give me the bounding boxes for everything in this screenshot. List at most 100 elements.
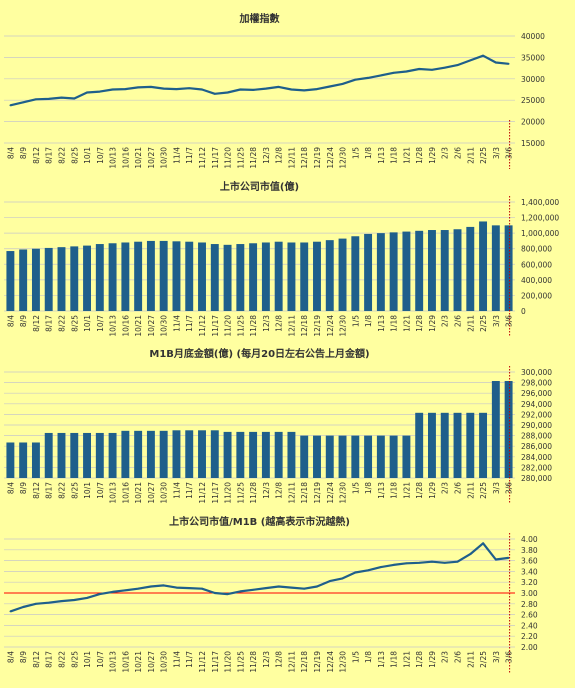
data-point [507,62,510,65]
x-tick-label: 1/18 [390,315,399,332]
chart-2: 上市公司市值(億) 1,400,000 1,200,000 1,000,000 800,… [4,180,559,337]
bar [376,233,385,311]
y-tick-label: 282,000 [521,463,552,472]
x-tick-label: 10/13 [109,482,118,504]
bar [313,241,321,311]
x-tick-label: 10/27 [147,315,156,337]
x-tick-label: 1/28 [415,147,424,164]
bar [6,442,15,478]
x-tick-label: 2/6 [454,147,463,159]
x-tick-label: 2/3 [441,147,450,159]
x-tick-label: 10/7 [96,482,105,499]
bar [402,435,411,478]
x-tick-label: 11/7 [185,147,194,164]
bar [415,412,424,478]
x-tick-label: 10/27 [147,482,156,504]
bar [261,431,270,478]
data-point [392,564,395,566]
x-tick-label: 2/6 [454,651,463,663]
x-tick-label: 8/4 [6,147,15,159]
x-tick-label: 11/12 [198,315,207,337]
bar [491,381,500,478]
chart-title: 上市公司市值/M1B (越高表示市況越熱) [169,515,350,528]
data-point [303,89,306,92]
x-tick-label: 11/28 [249,482,258,504]
x-tick-label: 2/25 [479,147,488,164]
bar [31,442,40,478]
bar [146,240,155,311]
y-tick-label: 2.40 [521,621,538,630]
x-tick-label: 11/4 [172,315,181,332]
x-tick-label: 1/8 [364,651,373,663]
y-tick-label: 3.40 [521,567,538,576]
bar [44,247,53,311]
data-point [9,610,12,613]
x-tick-label: 1/13 [377,482,386,499]
bar [287,431,296,478]
data-point [162,87,165,90]
x-tick-label: 3/3 [492,482,501,494]
x-tick-label: 12/24 [326,315,335,337]
bar [389,435,398,478]
bar [19,249,28,311]
data-point [328,85,331,88]
data-point [316,585,318,588]
x-tick-label: 11/28 [249,147,258,169]
y-tick-label: 30000 [521,75,545,84]
bar [83,432,91,478]
data-point [73,97,76,100]
bar [210,430,219,478]
x-tick-label: 1/21 [402,315,411,332]
bar [453,229,462,311]
bar [351,236,360,311]
y-tick-label: 3.20 [521,578,538,587]
bar [134,430,143,478]
data-point [277,585,280,588]
x-tick-label: 8/17 [45,651,54,668]
x-tick-label: 11/17 [211,482,220,504]
data-point [482,542,484,545]
x-tick-label: 10/13 [109,651,118,673]
y-tick-label: 1,000,000 [521,229,559,238]
x-tick-label: 10/1 [83,147,92,164]
x-tick-label: 12/11 [287,147,296,169]
data-point [482,54,484,57]
data-point [60,96,63,99]
data-point [443,561,446,564]
data-point [111,88,114,91]
x-tick-label: 1/13 [377,651,386,668]
x-tick-label: 8/4 [6,482,15,494]
x-tick-label: 11/20 [224,147,233,169]
bar [108,243,117,311]
bar [479,412,488,478]
x-tick-label: 1/28 [415,315,424,332]
data-point [405,70,408,73]
bar [338,435,347,478]
bar [466,412,475,478]
x-tick-label: 11/12 [198,147,207,169]
data-point [469,59,472,62]
x-tick-label: 1/18 [390,651,399,668]
y-tick-label: 288,000 [521,432,552,441]
x-tick-label: 8/22 [57,651,66,668]
x-tick-label: 11/12 [198,482,207,504]
data-point [456,64,459,67]
x-tick-label: 12/19 [313,147,322,169]
bar [6,251,15,311]
bar [261,242,270,311]
bar [210,244,219,311]
bar [325,435,334,478]
data-point [124,88,127,90]
data-point [431,560,433,563]
bar [504,225,513,311]
data-point [316,88,318,90]
bar [504,381,513,478]
data-point [86,596,88,599]
x-tick-label: 10/7 [96,315,105,332]
x-tick-label: 10/30 [160,482,169,504]
x-tick-label: 10/21 [134,482,143,504]
bar [185,241,194,311]
x-tick-label: 8/9 [19,482,28,494]
x-tick-label: 11/7 [185,482,194,499]
x-tick-label: 1/29 [428,315,437,332]
